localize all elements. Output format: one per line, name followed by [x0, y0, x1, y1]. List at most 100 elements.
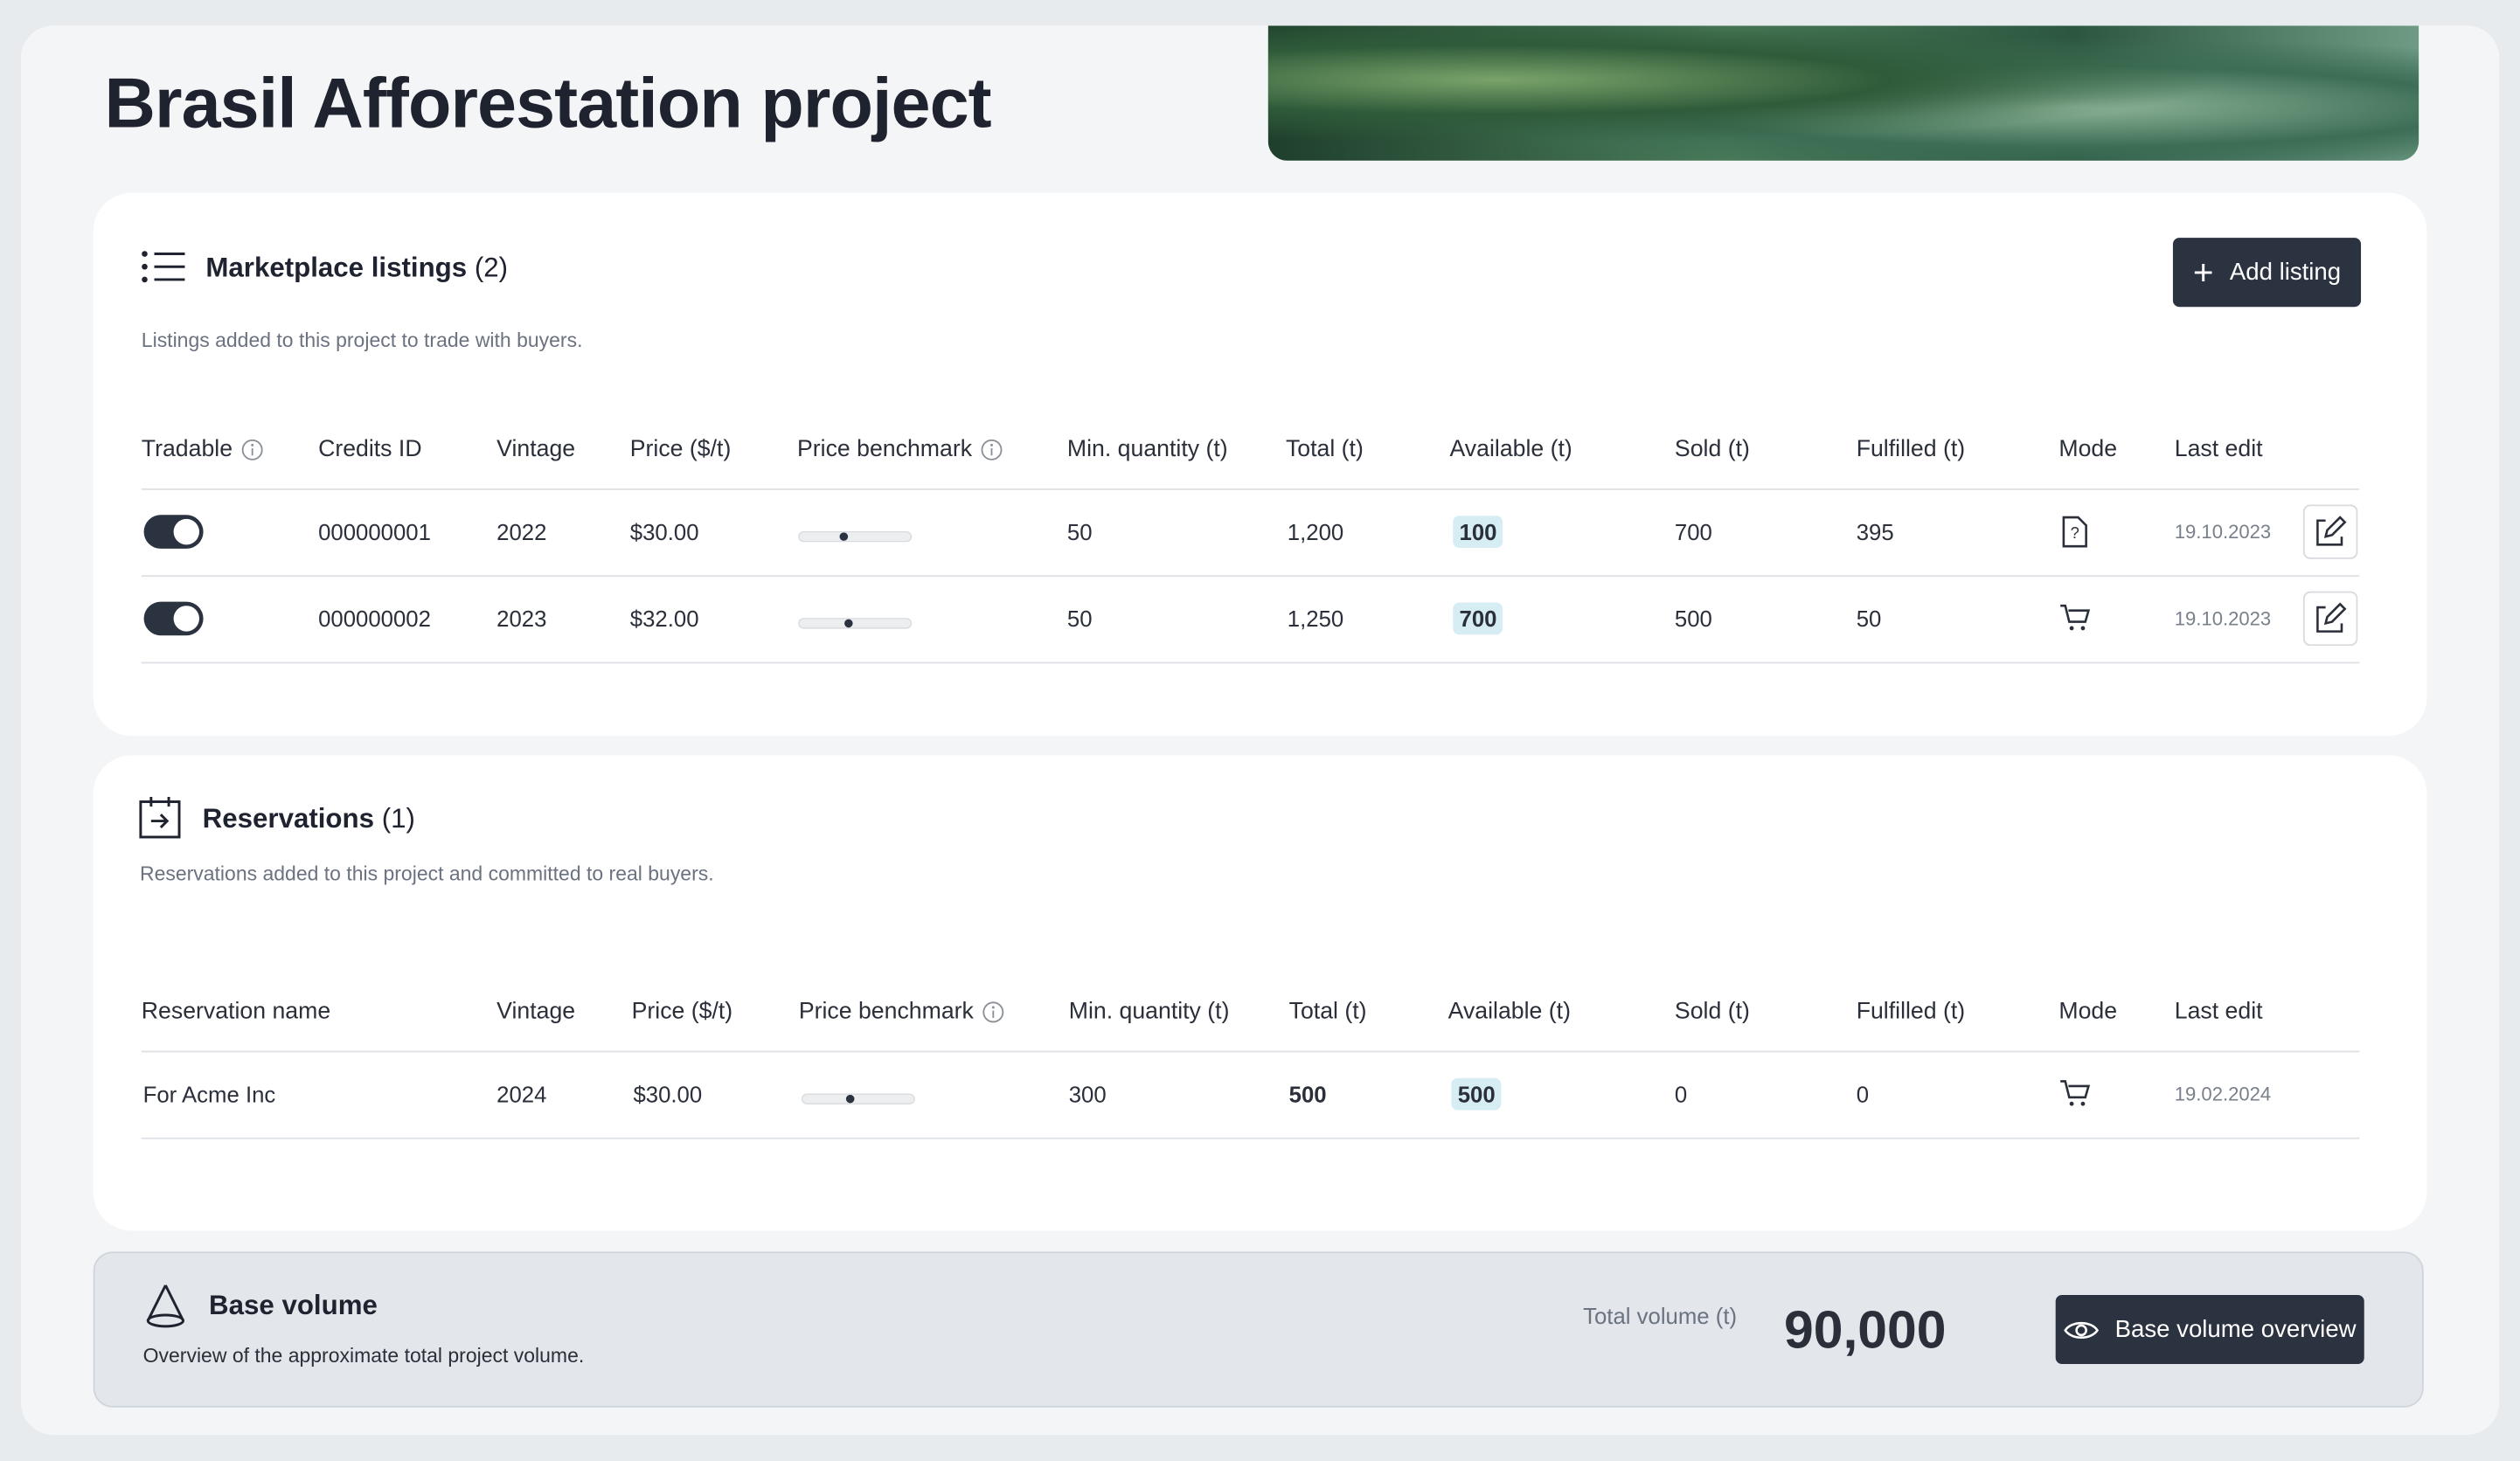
mode-icon — [2058, 1078, 2091, 1111]
tradable-toggle[interactable] — [143, 601, 208, 636]
mode-icon: ? — [2058, 516, 2091, 548]
base-volume-card — [93, 1251, 2424, 1408]
base-volume-description: Overview of the approximate total projec… — [142, 1344, 585, 1368]
mode-icon-graphic — [2060, 1080, 2091, 1106]
page-title: Brasil Afforestation project — [104, 64, 992, 143]
mode-icon-graphic — [2060, 604, 2091, 631]
column-header: Sold (t) — [1675, 437, 1750, 462]
column-header-text: Min. quantity (t) — [1068, 999, 1230, 1026]
header-divider — [141, 488, 2360, 490]
table-cell: 000000002 — [318, 606, 431, 631]
tradable-toggle[interactable] — [143, 514, 208, 549]
table-cell: 000000001 — [318, 519, 431, 544]
column-header-text: Total (t) — [1285, 437, 1364, 463]
add-listing-button[interactable]: + Add listing — [2172, 238, 2362, 308]
column-header-text: Price benchmark — [798, 999, 974, 1026]
list-icon — [142, 251, 185, 283]
cell-text: $30.00 — [629, 518, 699, 545]
cell-text: 19.10.2023 — [2174, 520, 2272, 544]
cell-text: 1,200 — [1287, 518, 1344, 545]
table-cell: 19.10.2023 — [2175, 607, 2271, 630]
table-cell: 0 — [1675, 1081, 1687, 1106]
reservations-card — [93, 755, 2427, 1231]
table-cell: 2023 — [496, 606, 546, 631]
table-cell: 1,250 — [1288, 606, 1343, 631]
row-divider — [141, 1137, 2360, 1139]
edit-button-graphic — [2302, 591, 2358, 647]
mode-icon-graphic: ? — [2062, 516, 2087, 548]
column-header-text: Min. quantity (t) — [1066, 437, 1228, 463]
column-header: Available (t) — [1448, 1000, 1571, 1025]
table-cell: 700 — [1453, 602, 1503, 635]
column-header: Vintage — [496, 1000, 575, 1025]
table-cell: 500 — [1289, 1081, 1327, 1106]
column-header-text: Mode — [2058, 437, 2118, 463]
table-cell: 2022 — [496, 519, 546, 544]
total-volume-value: 90,000 — [1783, 1299, 1947, 1360]
edit-button-graphic — [2302, 504, 2358, 559]
base-volume-button[interactable]: Base volume overview — [2055, 1294, 2364, 1365]
table-cell: 395 — [1857, 519, 1894, 544]
edit-button[interactable] — [2302, 591, 2358, 647]
price-benchmark-slider-graphic — [801, 1093, 915, 1104]
table-cell: 50 — [1067, 519, 1093, 544]
total-volume-label: Total volume (t) — [1583, 1303, 1738, 1329]
listings-heading: Marketplace listings (2) — [205, 253, 508, 285]
price-benchmark-slider — [801, 1086, 920, 1104]
listings-description: Listings added to this project to trade … — [141, 329, 583, 352]
listings-card — [93, 192, 2427, 737]
info-icon — [981, 439, 1003, 460]
column-header-text: Reservation name — [141, 999, 331, 1026]
cell-text: For Acme Inc — [142, 1081, 276, 1107]
edit-button[interactable] — [2302, 504, 2358, 559]
column-header-text: Sold (t) — [1674, 437, 1750, 463]
column-header-text: Sold (t) — [1674, 999, 1750, 1026]
column-header-text: Total (t) — [1288, 999, 1367, 1026]
price-benchmark-slider — [797, 523, 916, 543]
column-header: Price benchmark — [799, 1000, 1004, 1025]
add-listing-label: Add listing — [2229, 259, 2342, 287]
header-divider — [141, 1050, 2360, 1053]
column-header: Total (t) — [1286, 437, 1364, 462]
column-header-text: Vintage — [496, 999, 576, 1026]
column-header-text: Available (t) — [1449, 437, 1572, 463]
cell-text: 500 — [1288, 1081, 1327, 1107]
table-cell: $30.00 — [630, 519, 699, 544]
cell-text: 395 — [1856, 518, 1894, 545]
cell-text: 500 — [1451, 1077, 1503, 1111]
column-header-text: Price ($/t) — [631, 999, 733, 1026]
cell-text: 700 — [1453, 602, 1503, 635]
cell-text: $30.00 — [633, 1081, 703, 1107]
column-header-text: Mode — [2058, 999, 2118, 1026]
cell-text: 19.10.2023 — [2174, 607, 2272, 630]
table-cell: $30.00 — [633, 1081, 702, 1106]
cell-text: 700 — [1674, 518, 1712, 545]
cell-text: 50 — [1066, 518, 1093, 545]
price-benchmark-slider-graphic — [798, 530, 913, 543]
cell-text: 19.02.2024 — [2174, 1083, 2272, 1106]
column-header-text: Price ($/t) — [629, 437, 732, 463]
table-cell: 19.10.2023 — [2175, 521, 2271, 544]
reservation-icon — [139, 796, 181, 839]
table-cell: $32.00 — [630, 606, 699, 631]
base-volume-title: Base volume — [209, 1290, 378, 1321]
reservations-heading: Reservations (1) — [203, 803, 415, 835]
reservations-description: Reservations added to this project and c… — [139, 862, 714, 886]
cell-text: 000000001 — [318, 518, 431, 545]
column-header-text: Vintage — [496, 437, 576, 463]
cell-text: 50 — [1856, 606, 1882, 632]
cell-text: 100 — [1453, 516, 1503, 548]
table-cell: 19.02.2024 — [2175, 1083, 2271, 1105]
column-header-text: Last edit — [2174, 999, 2263, 1026]
column-header: Last edit — [2175, 437, 2263, 462]
column-header-text: Available (t) — [1447, 999, 1571, 1026]
column-header: Tradable — [141, 437, 263, 463]
column-header-text: Tradable — [141, 437, 233, 463]
price-benchmark-slider — [797, 611, 916, 629]
cone-icon — [146, 1284, 185, 1328]
cell-text: 0 — [1674, 1081, 1688, 1107]
column-header: Price benchmark — [797, 437, 1003, 463]
table-cell: 100 — [1453, 516, 1503, 548]
table-cell: 2024 — [496, 1081, 546, 1106]
